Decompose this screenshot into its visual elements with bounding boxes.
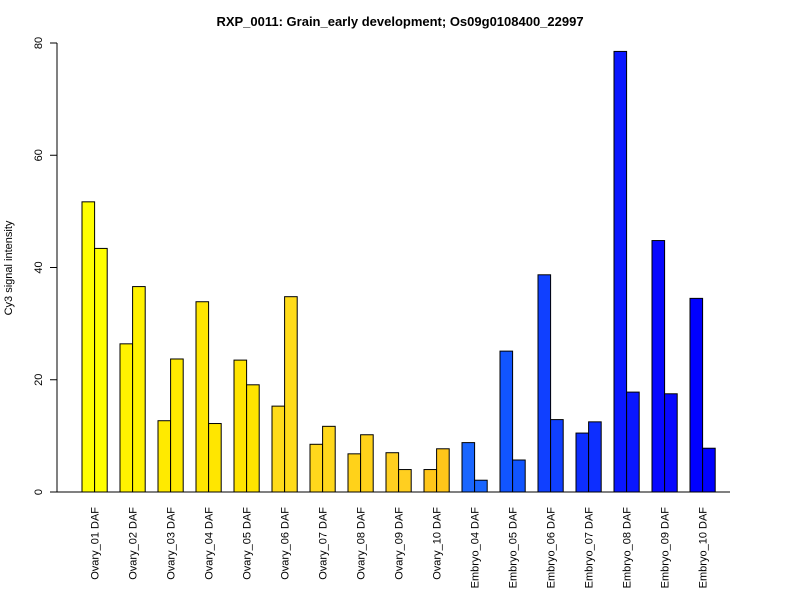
bar-7-series-1 [309, 443, 324, 493]
bar-17-series-1 [689, 297, 704, 493]
y-tick-label: 60 [33, 149, 45, 161]
x-tick-label: Ovary_07 DAF [318, 507, 330, 580]
bar-8-series-2 [360, 434, 374, 493]
bar-1-series-2 [94, 247, 108, 493]
x-tick-label: Ovary_02 DAF [128, 507, 140, 580]
x-tick-labels: Ovary_01 DAF Ovary_02 DAF Ovary_03 DAF Ovar… [90, 507, 710, 589]
bar-14-series-1 [575, 432, 590, 493]
x-tick-label: Ovary_04 DAF [204, 507, 216, 580]
y-tick-label: 80 [33, 37, 45, 49]
bars-group [81, 50, 716, 493]
x-tick-label: Ovary_05 DAF [242, 507, 254, 580]
bar-2-series-2 [132, 286, 146, 493]
bar-11-series-1 [461, 442, 476, 493]
x-tick-label: Embryo_05 DAF [508, 507, 520, 589]
x-tick-label: Embryo_08 DAF [622, 507, 634, 589]
bar-12-series-1 [499, 350, 514, 493]
y-axis-label: Cy3 signal intensity [3, 220, 15, 315]
bar-5-series-2 [246, 384, 260, 493]
x-tick-label: Ovary_09 DAF [394, 507, 406, 580]
bar-16-series-2 [664, 393, 678, 493]
x-tick-label: Ovary_10 DAF [432, 507, 444, 580]
x-tick-label: Ovary_01 DAF [90, 507, 102, 580]
x-tick-label: Ovary_06 DAF [280, 507, 292, 580]
y-tick-label: 40 [33, 261, 45, 273]
bar-11-series-2 [474, 479, 488, 493]
bar-17-series-2 [702, 447, 716, 493]
x-tick-label: Embryo_09 DAF [660, 507, 672, 589]
bar-3-series-1 [157, 420, 172, 493]
x-tick-label: Ovary_03 DAF [166, 507, 178, 580]
bar-4-series-2 [208, 423, 222, 493]
x-tick-label: Embryo_06 DAF [546, 507, 558, 589]
bar-4-series-1 [195, 301, 210, 493]
y-tick-label: 20 [33, 374, 45, 386]
bar-6-series-1 [271, 405, 286, 493]
bar-8-series-1 [347, 453, 362, 493]
x-tick-label: Embryo_04 DAF [470, 507, 482, 589]
bar-5-series-1 [233, 359, 248, 493]
bar-15-series-2 [626, 391, 640, 493]
bar-14-series-2 [588, 421, 602, 493]
bar-6-series-2 [284, 296, 298, 493]
bar-10-series-1 [423, 469, 438, 493]
bar-9-series-2 [398, 469, 412, 493]
bar-10-series-2 [436, 448, 450, 493]
bar-2-series-1 [119, 343, 134, 493]
bar-9-series-1 [385, 452, 400, 493]
bar-15-series-1 [613, 50, 628, 493]
bar-1-series-1 [81, 201, 96, 493]
bar-13-series-2 [550, 419, 564, 493]
bar-3-series-2 [170, 358, 184, 493]
x-tick-label: Embryo_10 DAF [698, 507, 710, 589]
x-tick-label: Embryo_07 DAF [584, 507, 596, 589]
x-tick-label: Ovary_08 DAF [356, 507, 368, 580]
bar-16-series-1 [651, 240, 666, 493]
chart-title: RXP_0011: Grain_early development; Os09g… [216, 14, 583, 29]
bar-7-series-2 [322, 425, 336, 493]
y-tick-label: 0 [33, 489, 45, 495]
bar-12-series-2 [512, 459, 526, 493]
y-axis: 0 20 40 60 80 [33, 37, 58, 495]
bar-13-series-1 [537, 274, 552, 493]
